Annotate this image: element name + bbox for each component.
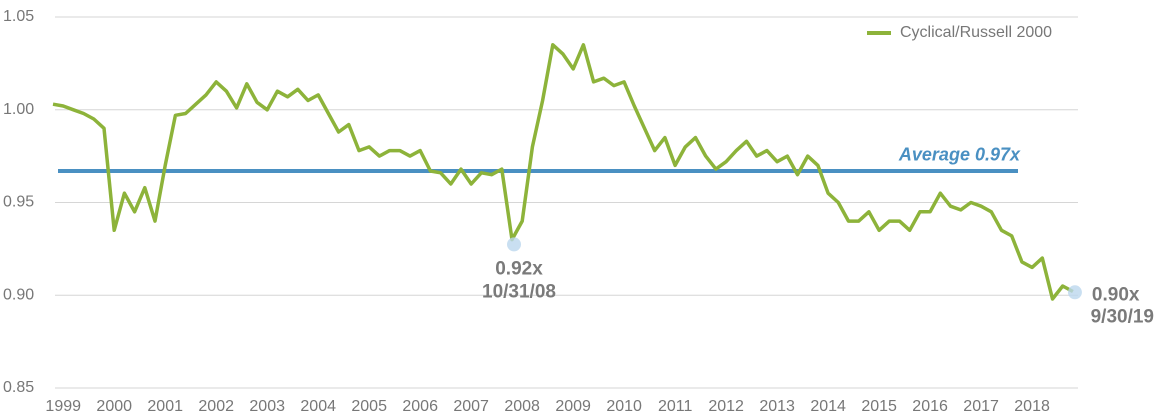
y-tick-label: 0.95 <box>3 194 34 211</box>
x-tick-label: 2000 <box>96 398 132 415</box>
annotation-point <box>1067 285 1082 300</box>
x-tick-label: 2008 <box>504 398 540 415</box>
x-tick-label: 2014 <box>810 398 846 415</box>
x-tick-label: 2001 <box>147 398 183 415</box>
x-tick-label: 2012 <box>708 398 744 415</box>
y-tick-label: 1.00 <box>3 101 34 118</box>
x-tick-label: 2003 <box>249 398 285 415</box>
y-tick-label: 0.85 <box>3 379 34 396</box>
x-tick-label: 2016 <box>912 398 948 415</box>
series-line <box>52 43 1074 301</box>
x-tick-label: 2010 <box>606 398 642 415</box>
y-tick-label: 0.90 <box>3 286 34 303</box>
x-tick-label: 1999 <box>45 398 81 415</box>
y-tick-label: 1.05 <box>3 8 34 25</box>
x-tick-label: 2004 <box>300 398 336 415</box>
annotation-text: 9/30/19 <box>1091 306 1154 327</box>
x-tick-label: 2018 <box>1014 398 1050 415</box>
legend-label: Cyclical/Russell 2000 <box>900 24 1052 41</box>
annotation-text: 0.90x <box>1092 284 1140 305</box>
annotation-text: 0.92x <box>495 258 543 279</box>
x-tick-label: 2011 <box>658 398 693 415</box>
average-label: Average 0.97x <box>898 145 1021 165</box>
annotation-point <box>507 237 522 252</box>
x-tick-label: 2005 <box>351 398 387 415</box>
x-tick-label: 2009 <box>555 398 591 415</box>
x-tick-label: 2015 <box>861 398 897 415</box>
x-tick-label: 2002 <box>198 398 234 415</box>
x-tick-label: 2013 <box>759 398 795 415</box>
x-tick-label: 2017 <box>963 398 999 415</box>
x-tick-label: 2007 <box>453 398 489 415</box>
annotation-text: 10/31/08 <box>482 281 556 302</box>
x-tick-label: 2006 <box>402 398 438 415</box>
